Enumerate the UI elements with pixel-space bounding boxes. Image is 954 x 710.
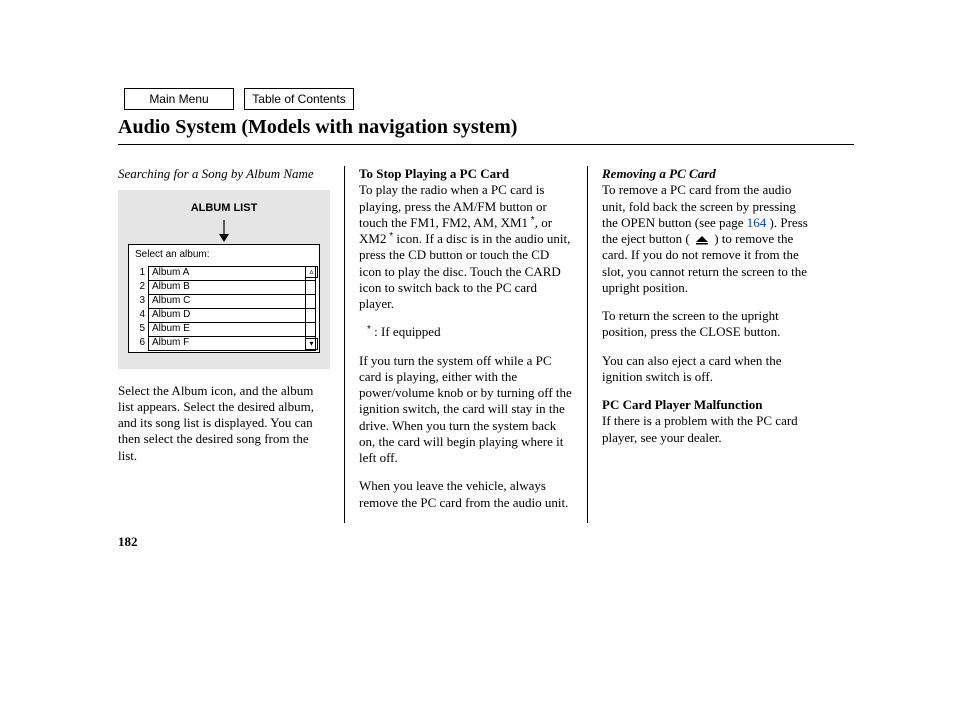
list-item: 5 Album E (133, 322, 319, 336)
list-item: 1 Album A (133, 266, 319, 280)
asterisk-icon: * (367, 324, 371, 335)
col3-p3: You can also eject a card when the ignit… (602, 353, 812, 386)
asterisk-text: : If equipped (374, 324, 440, 339)
scroll-down-icon: ▾ (305, 338, 318, 350)
eject-icon (693, 235, 711, 245)
list-item: 2 Album B (133, 280, 319, 294)
album-listbox: Select an album: 1 Album A 2 Album B 3 A (128, 244, 320, 353)
col2-heading: To Stop Playing a PC Card (359, 166, 509, 181)
col3-p2: To return the screen to the upright posi… (602, 308, 812, 341)
row-index: 3 (133, 294, 148, 308)
column-3: Removing a PC Card To remove a PC card f… (587, 166, 812, 523)
col3-heading: Removing a PC Card (602, 166, 716, 181)
album-list-figure: ALBUM LIST Select an album: 1 Album A 2 (118, 190, 330, 368)
page-title: Audio System (Models with navigation sys… (118, 116, 517, 139)
row-label: Album B (148, 280, 316, 295)
col1-body: Select the Album icon, and the album lis… (118, 383, 330, 464)
row-label: Album F (148, 336, 316, 351)
col3-p1: Removing a PC Card To remove a PC card f… (602, 166, 812, 296)
list-item: 4 Album D (133, 308, 319, 322)
row-index: 5 (133, 322, 148, 336)
nav-button-bar: Main Menu Table of Contents (124, 88, 354, 110)
title-rule (118, 144, 854, 145)
column-1: Searching for a Song by Album Name ALBUM… (118, 166, 344, 523)
col3-heading-2: PC Card Player Malfunction (602, 397, 762, 412)
col1-subhead: Searching for a Song by Album Name (118, 166, 330, 182)
col2-p1a: To play the radio when a PC card is play… (359, 182, 547, 230)
col2-p1c: icon. If a disc is in the audio unit, pr… (359, 231, 570, 311)
arrow-down-icon (217, 220, 231, 242)
listbox-label: Select an album: (135, 249, 319, 262)
content-columns: Searching for a Song by Album Name ALBUM… (118, 166, 812, 523)
col2-p1: To Stop Playing a PC Card To play the ra… (359, 166, 573, 312)
row-index: 1 (133, 266, 148, 280)
asterisk-icon: * (528, 215, 535, 226)
row-index: 6 (133, 336, 148, 350)
figure-caption: ALBUM LIST (128, 202, 320, 216)
row-label: Album C (148, 294, 316, 309)
listbox-rows: 1 Album A 2 Album B 3 Album C 4 (133, 266, 319, 350)
col2-p3: When you leave the vehicle, always remov… (359, 478, 573, 511)
table-of-contents-button[interactable]: Table of Contents (244, 88, 354, 110)
row-index: 4 (133, 308, 148, 322)
scroll-up-icon: ▵ (305, 266, 318, 278)
column-2: To Stop Playing a PC Card To play the ra… (344, 166, 587, 523)
main-menu-button[interactable]: Main Menu (124, 88, 234, 110)
page-link[interactable]: 164 (747, 215, 767, 230)
asterisk-note: * : If equipped (359, 324, 573, 340)
manual-page: Main Menu Table of Contents Audio System… (0, 0, 954, 710)
row-index: 2 (133, 280, 148, 294)
list-item: 3 Album C (133, 294, 319, 308)
row-label: Album D (148, 308, 316, 323)
listbox-scrollbar: ▵ ▾ (305, 266, 316, 350)
list-item: 6 Album F (133, 336, 319, 350)
row-label: Album E (148, 322, 316, 337)
col3-p4-text: If there is a problem with the PC card p… (602, 413, 798, 444)
col2-p2: If you turn the system off while a PC ca… (359, 353, 573, 467)
page-number: 182 (118, 534, 138, 550)
col3-p4: PC Card Player Malfunction If there is a… (602, 397, 812, 446)
row-label: Album A (148, 266, 316, 281)
